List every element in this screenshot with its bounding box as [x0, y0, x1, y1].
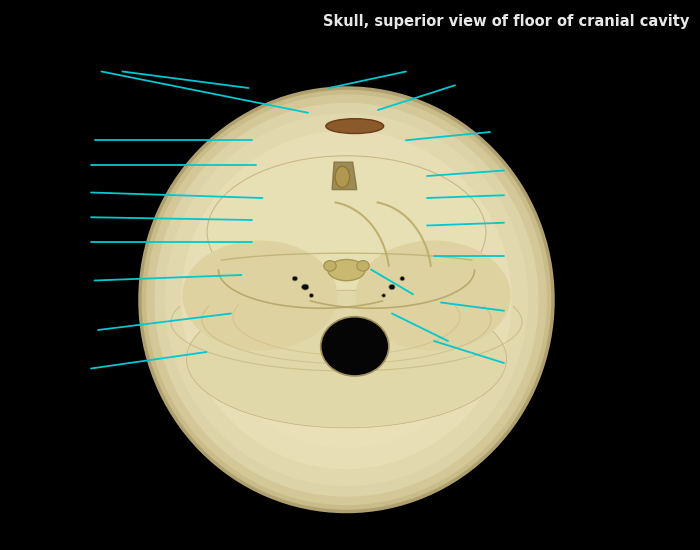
- Ellipse shape: [328, 260, 365, 280]
- Text: Skull, superior view of floor of cranial cavity: Skull, superior view of floor of cranial…: [323, 14, 690, 29]
- Ellipse shape: [400, 277, 405, 280]
- Ellipse shape: [324, 261, 336, 271]
- Ellipse shape: [389, 284, 395, 290]
- Ellipse shape: [326, 119, 384, 134]
- Ellipse shape: [321, 317, 389, 376]
- Ellipse shape: [293, 276, 297, 281]
- Polygon shape: [332, 162, 357, 190]
- Ellipse shape: [202, 152, 491, 448]
- Ellipse shape: [164, 113, 528, 486]
- Ellipse shape: [233, 183, 460, 416]
- Ellipse shape: [186, 290, 507, 428]
- Ellipse shape: [146, 95, 547, 505]
- Ellipse shape: [207, 156, 486, 308]
- Ellipse shape: [140, 88, 553, 512]
- Ellipse shape: [181, 130, 512, 469]
- Ellipse shape: [309, 294, 314, 298]
- Ellipse shape: [155, 103, 538, 497]
- Ellipse shape: [302, 284, 309, 290]
- Ellipse shape: [382, 294, 386, 297]
- Ellipse shape: [356, 240, 511, 350]
- Ellipse shape: [357, 261, 369, 271]
- Ellipse shape: [182, 240, 337, 350]
- Ellipse shape: [335, 166, 349, 188]
